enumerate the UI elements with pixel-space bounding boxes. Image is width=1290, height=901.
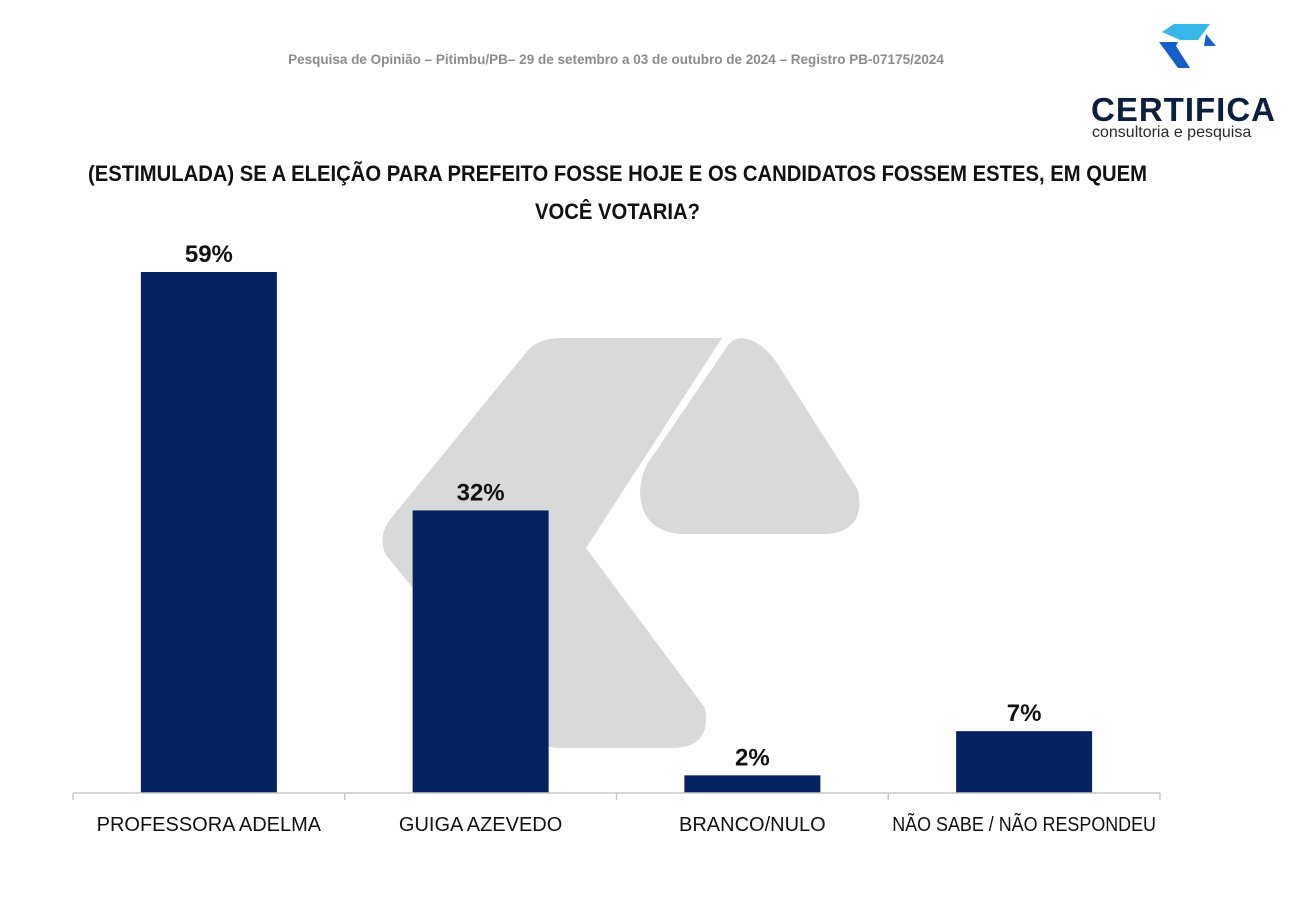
category-labels-group: PROFESSORA ADELMA GUIGA AZEVEDO BRANCO/NUL…: [97, 812, 1156, 836]
certifica-logo: CERTIFICA consultoria e pesquisa: [1088, 20, 1288, 141]
data-label: 59%: [185, 241, 233, 268]
bars-group: [140, 272, 1093, 793]
certifica-logo-icon: [1159, 24, 1216, 68]
value-labels-group: 59% 32% 2% 7%: [185, 241, 1042, 771]
survey-subtitle: Pesquisa de Opinião – Pitimbu/PB– 29 de …: [288, 52, 944, 67]
x-axis: [72, 792, 1161, 800]
chart-title: (ESTIMULADA) SE A ELEIÇÃO PARA PREFEITO …: [88, 161, 1147, 224]
logo-wordmark: CERTIFICA: [1091, 91, 1276, 128]
bar: [412, 510, 549, 793]
bar: [140, 272, 277, 793]
data-label: 2%: [735, 744, 770, 771]
data-label: 7%: [1007, 700, 1042, 727]
bar: [684, 775, 821, 793]
category-label: NÃO SABE / NÃO RESPONDEU: [892, 812, 1156, 836]
bar: [956, 731, 1093, 793]
logo-tagline: consultoria e pesquisa: [1092, 124, 1252, 141]
category-label: BRANCO/NULO: [679, 814, 826, 836]
category-label: PROFESSORA ADELMA: [97, 814, 322, 836]
category-label: GUIGA AZEVEDO: [399, 814, 562, 836]
data-label: 32%: [457, 479, 505, 506]
